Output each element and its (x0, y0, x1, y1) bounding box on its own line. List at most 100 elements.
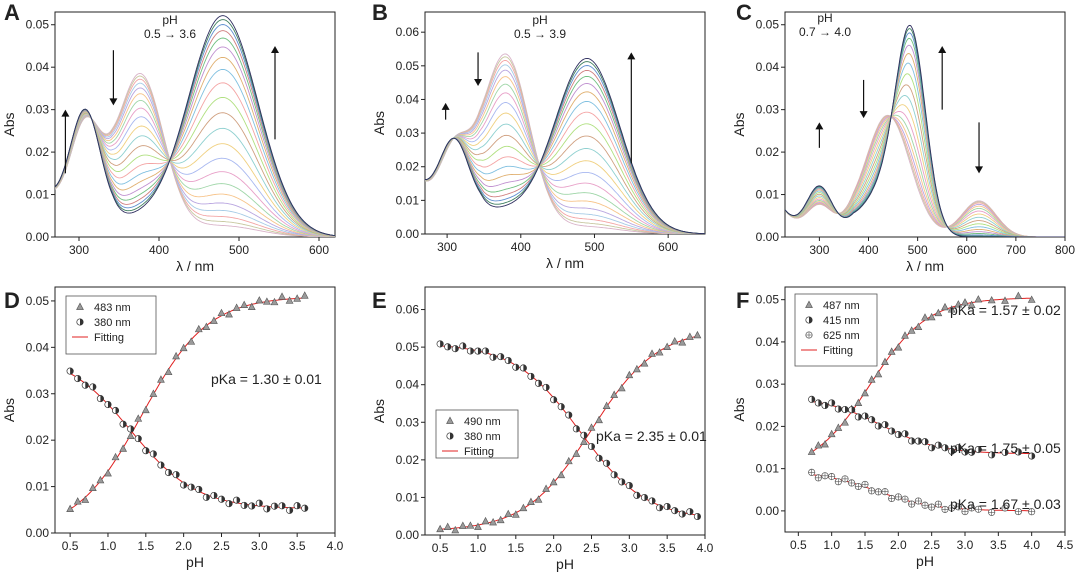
y-axis-label: Abs (1, 112, 17, 136)
ph-label: pH (817, 11, 832, 25)
data-point (807, 447, 816, 455)
data-point-fill (606, 460, 610, 467)
data-point-fill (77, 375, 81, 382)
spectrum-curve (55, 78, 335, 237)
data-point (111, 452, 120, 461)
pka-label: pKa = 1.75 ± 0.05 (950, 440, 1061, 456)
data-point-fill (229, 500, 233, 507)
data-point (157, 375, 165, 383)
data-point-fill (485, 347, 489, 355)
data-point-fill (838, 405, 842, 413)
data-point (104, 469, 112, 477)
data-point-fill (561, 403, 565, 410)
plot-area (785, 24, 1065, 237)
x-tick-label: 1.5 (137, 539, 154, 553)
y-tick-label: 0.02 (26, 145, 50, 159)
data-point-fill (462, 342, 467, 350)
data-point (564, 456, 573, 465)
data-point (1014, 291, 1023, 299)
x-tick-label: 2.0 (175, 539, 192, 553)
data-point (496, 515, 505, 524)
x-tick-label: 4.0 (1023, 538, 1040, 552)
x-tick-label: 500 (229, 243, 249, 257)
data-point (572, 449, 581, 457)
x-tick-label: 1.0 (100, 539, 117, 553)
arrow-head (441, 102, 450, 110)
data-point (610, 390, 619, 398)
x-axis-label: λ / nm (906, 258, 944, 274)
data-point (655, 348, 664, 356)
data-point-fill (455, 345, 459, 352)
data-point (527, 497, 535, 505)
arrow-head (815, 122, 824, 130)
x-tick-label: 300 (437, 240, 457, 254)
data-point (134, 414, 143, 422)
x-tick-label: 600 (309, 243, 329, 257)
data-point (278, 292, 286, 300)
data-point (670, 336, 679, 345)
legend-label: 625 nm (823, 330, 860, 342)
y-tick-label: 0.05 (26, 18, 50, 32)
data-point (954, 300, 963, 308)
data-point-fill (945, 444, 949, 451)
x-tick-label: 4.5 (1057, 538, 1074, 552)
pka-label: pKa = 1.30 ± 0.01 (211, 371, 322, 387)
legend-marker-fill (809, 316, 813, 324)
spectrum-curve (55, 99, 335, 237)
data-point-fill (508, 357, 512, 364)
y-axis-label: Abs (1, 398, 17, 422)
data-point-fill (85, 382, 89, 389)
legend: 490 nm 380 nm Fitting (435, 409, 519, 459)
data-point (934, 308, 943, 317)
data-point-fill (297, 502, 301, 509)
data-point (549, 477, 558, 486)
data-point (210, 316, 218, 324)
data-point (285, 296, 294, 304)
ph-range: 0.7 → 4.0 (799, 25, 851, 39)
data-point (841, 418, 849, 426)
data-point (519, 503, 528, 512)
data-point-fill (130, 425, 134, 433)
data-point-fill (621, 478, 625, 486)
data-point (534, 495, 543, 503)
data-point-fill (530, 373, 535, 380)
panel-letter: F (736, 288, 749, 313)
x-tick-label: 1.5 (507, 541, 524, 555)
data-point (202, 322, 211, 330)
data-point-fill (266, 505, 271, 513)
x-tick-label: 4.0 (327, 539, 344, 553)
data-point-fill (991, 451, 995, 459)
data-point (821, 440, 829, 448)
data-point (172, 351, 180, 360)
x-axis-label: pH (186, 554, 204, 570)
spectrum-curve (55, 82, 335, 237)
spectrum-curve (55, 113, 335, 237)
spectrum-curve (425, 123, 705, 234)
legend-label: 487 nm (823, 300, 860, 312)
plot-frame (54, 11, 336, 238)
x-tick-label: 4.0 (697, 541, 714, 555)
data-point (240, 300, 249, 308)
data-point-fill (865, 412, 869, 420)
data-point (119, 444, 128, 452)
y-tick-label: 0.05 (396, 340, 420, 354)
plot-frame (784, 286, 1066, 533)
data-point-fill (858, 413, 862, 421)
ph-label: pH (532, 13, 547, 27)
data-point-fill (274, 502, 278, 510)
spectrum-curve (425, 111, 705, 234)
x-tick-label: 400 (149, 243, 169, 257)
x-tick-label: 800 (1055, 243, 1075, 257)
data-point (974, 295, 983, 303)
data-point-fill (538, 380, 542, 387)
data-point-fill (145, 447, 150, 454)
data-point-fill (523, 364, 527, 372)
plot-area (425, 53, 705, 234)
data-point (625, 370, 634, 379)
data-point (300, 291, 309, 299)
x-axis-label: pH (556, 556, 574, 572)
y-tick-label: 0.06 (396, 303, 420, 317)
data-point-fill (851, 406, 855, 413)
data-point-fill (115, 407, 119, 414)
